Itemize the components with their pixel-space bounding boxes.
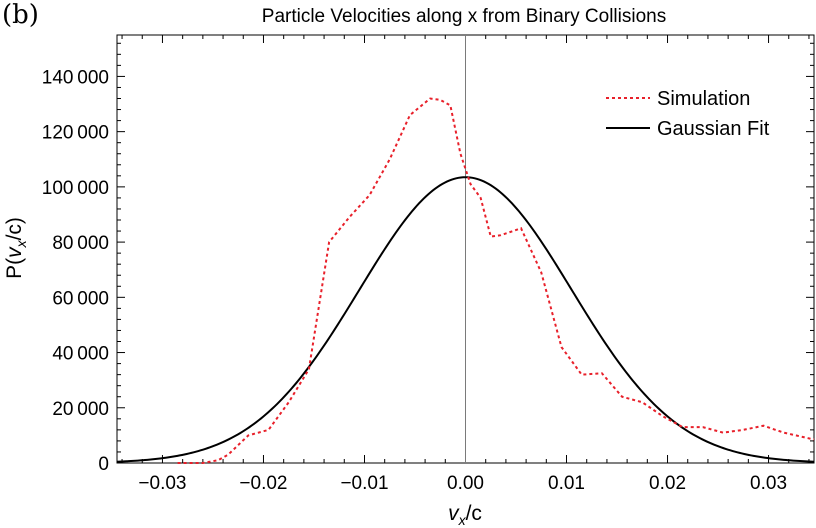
series-line-simulation <box>177 97 815 464</box>
x-tick-label: −0.03 <box>138 473 186 494</box>
x-axis-label-tail: /c <box>466 502 482 525</box>
y-axis-label-main: v <box>3 246 26 258</box>
legend-label-gaussian-fit: Gaussian Fit <box>657 118 770 140</box>
y-axis-label-tail: /c) <box>3 217 26 240</box>
y-tick-label: 80 000 <box>52 233 109 254</box>
x-tick-label: −0.02 <box>239 473 287 494</box>
x-tick-label: 0.02 <box>649 473 686 494</box>
x-tick-label: 0.01 <box>548 473 585 494</box>
y-axis-label-sub: x <box>13 239 29 248</box>
y-tick-label: 60 000 <box>52 288 109 309</box>
y-tick-label: 0 <box>98 454 109 475</box>
chart-title: Particle Velocities along x from Binary … <box>262 6 666 27</box>
panel-label: (b) <box>2 0 39 30</box>
tick-label-group: −0.03 −0.02 −0.01 0.00 0.01 0.02 0.03 0 20 000 40… <box>42 67 787 494</box>
y-tick-label: 140 000 <box>42 67 109 88</box>
x-tick-label: 0.03 <box>750 473 787 494</box>
legend: Simulation Gaussian Fit <box>606 88 770 140</box>
y-tick-label: 120 000 <box>42 123 109 144</box>
series-line-gaussian-fit <box>116 176 815 463</box>
y-axis-label: P(vx/c) <box>3 217 29 279</box>
y-tick-label: 40 000 <box>52 344 109 365</box>
x-axis-label-main: v <box>448 502 460 525</box>
y-axis-label-prefix: P( <box>3 258 26 279</box>
legend-label-simulation: Simulation <box>657 88 750 110</box>
x-tick-label: −0.01 <box>340 473 388 494</box>
x-axis-label-sub: x <box>458 512 467 528</box>
x-axis-label: vx/c <box>448 502 482 528</box>
y-tick-label: 100 000 <box>42 178 109 199</box>
x-tick-label: 0.00 <box>447 473 484 494</box>
y-tick-label: 20 000 <box>52 399 109 420</box>
